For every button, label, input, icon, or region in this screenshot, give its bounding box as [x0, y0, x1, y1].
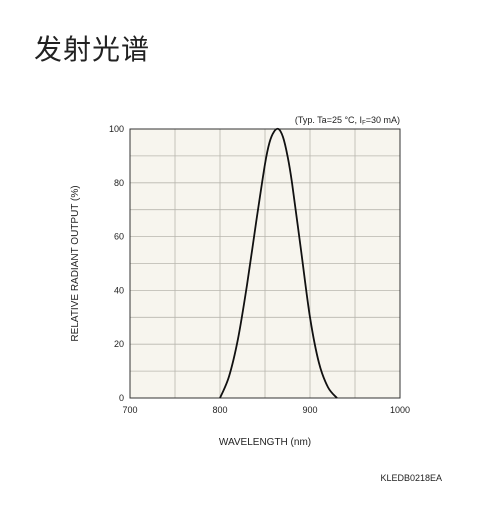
x-tick-label: 800 [212, 405, 227, 415]
y-tick-label: 80 [114, 178, 124, 188]
plot-frame [129, 128, 401, 399]
tick-labels: 700 800 900 1000 0 20 40 60 80 100 [109, 124, 410, 415]
grid [130, 129, 400, 398]
y-tick-label: 20 [114, 339, 124, 349]
document-code: KLEDB0218EA [380, 473, 442, 483]
y-tick-label: 40 [114, 285, 124, 295]
y-tick-label: 60 [114, 232, 124, 242]
x-tick-label: 1000 [390, 405, 410, 415]
y-tick-label: 0 [119, 393, 124, 403]
y-tick-label: 100 [109, 124, 124, 134]
page-title: 发射光谱 [34, 33, 151, 66]
x-tick-label: 900 [302, 405, 317, 415]
series-line [219, 127, 338, 399]
x-tick-label: 700 [122, 405, 137, 415]
x-axis-label: WAVELENGTH (nm) [219, 437, 311, 448]
y-axis-label: RELATIVE RADIANT OUTPUT (%) [70, 185, 81, 341]
chart-annotation: (Typ. Ta=25 °C, IF=30 mA) [295, 115, 400, 127]
